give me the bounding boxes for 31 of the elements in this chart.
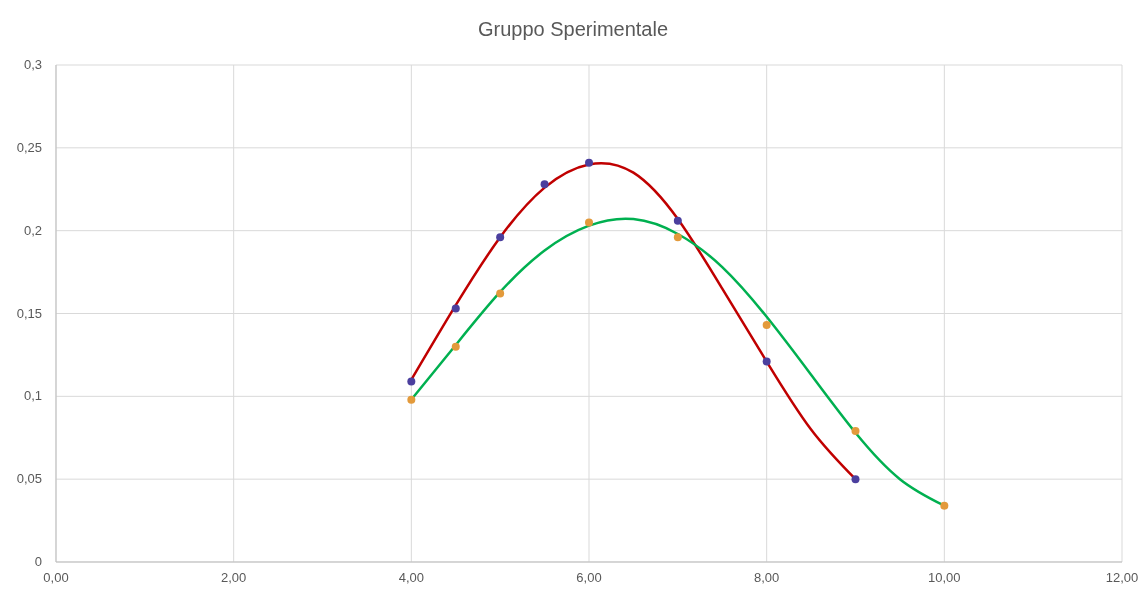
point: [673, 216, 682, 225]
point: [762, 321, 771, 330]
point: [851, 475, 860, 484]
point: [585, 158, 593, 167]
point: [540, 180, 549, 189]
point: [585, 218, 593, 227]
y-tick-label: 0,1: [23, 388, 42, 404]
point: [407, 377, 416, 386]
y-tick-label: 0,05: [16, 471, 42, 487]
x-tick-label: 10,00: [928, 570, 961, 585]
point: [496, 233, 505, 242]
point: [451, 304, 460, 313]
point: [940, 501, 949, 510]
y-tick-label: 0,2: [23, 222, 42, 238]
point: [407, 395, 416, 404]
point: [851, 427, 860, 436]
y-tick-label: 0,25: [16, 139, 42, 155]
x-tick-label: 4,00: [398, 570, 424, 585]
x-tick-label: 2,00: [221, 570, 247, 585]
x-tick-label: 6,00: [576, 570, 602, 585]
point: [496, 289, 505, 298]
x-tick-label: 12,00: [1105, 570, 1139, 585]
x-tick-label: 8,00: [754, 570, 780, 585]
chart-title: Gruppo Sperimentale: [477, 18, 669, 40]
x-tick-label: 0,00: [43, 570, 69, 585]
point: [451, 342, 460, 351]
y-tick-label: 0: [34, 554, 42, 569]
point: [762, 357, 771, 366]
y-tick-label: 0,15: [16, 305, 42, 321]
y-tick-label: 0,3: [23, 57, 42, 72]
point: [673, 233, 682, 242]
